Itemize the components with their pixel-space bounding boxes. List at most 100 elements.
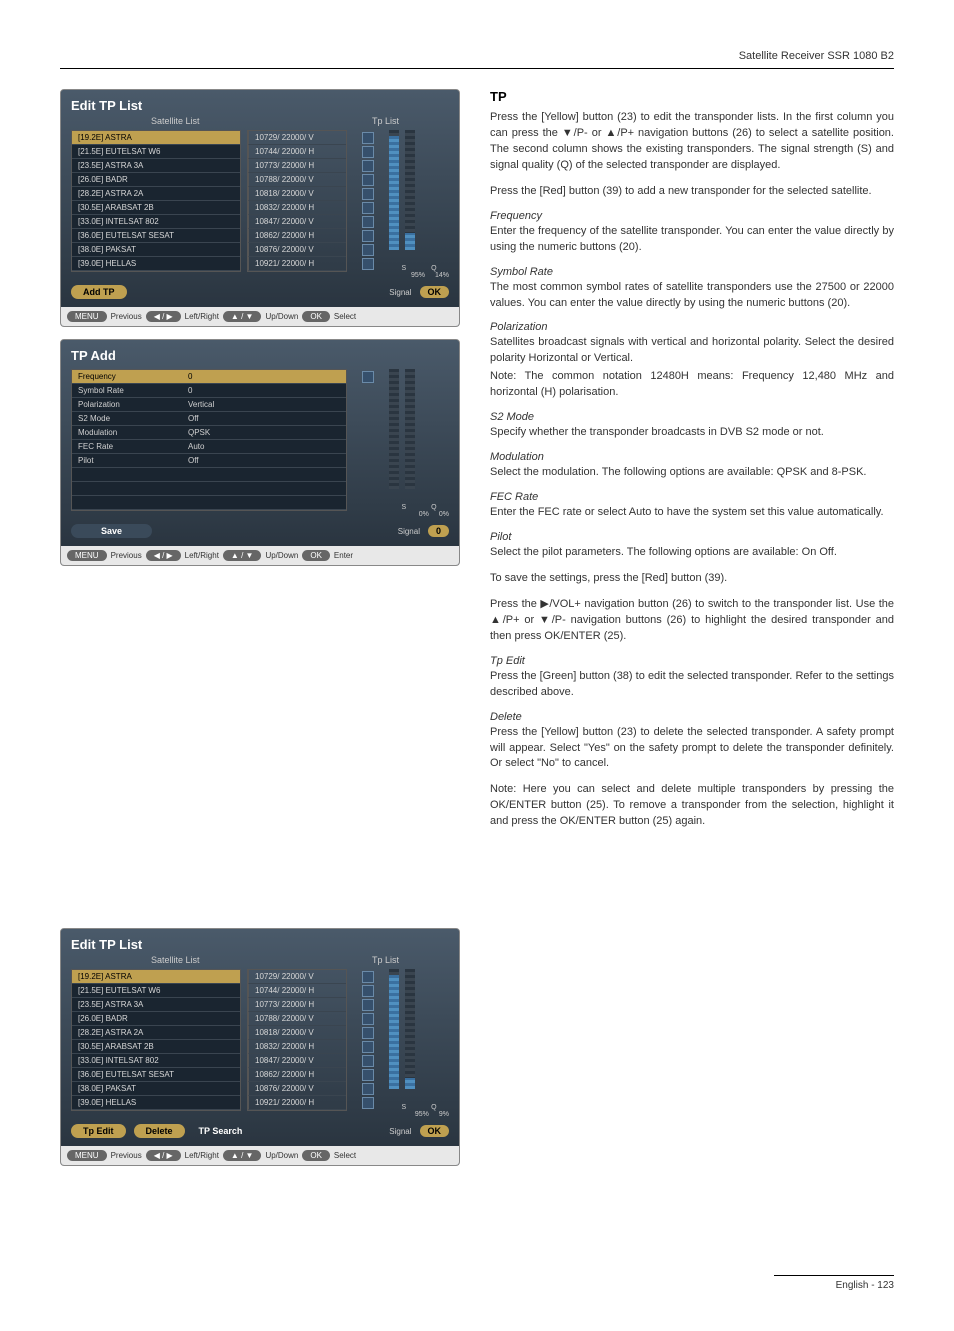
tp-item: 10818/ 22000/ V bbox=[248, 1026, 346, 1040]
satellite-item[interactable]: [26.0E] BADR bbox=[72, 173, 240, 187]
right-column: TP Press the [Yellow] button (23) to edi… bbox=[490, 89, 894, 1178]
check-icon bbox=[362, 188, 374, 200]
check-icon bbox=[362, 244, 374, 256]
tp-item: 10773/ 22000/ H bbox=[248, 998, 346, 1012]
tp-item: 10729/ 22000/ V bbox=[248, 970, 346, 984]
check-icon bbox=[362, 1097, 374, 1109]
check-icon bbox=[362, 1027, 374, 1039]
s2-heading: S2 Mode bbox=[490, 411, 894, 423]
tp-add-row[interactable]: ModulationQPSK bbox=[72, 426, 346, 440]
pol-p2: Note: The common notation 12480H means: … bbox=[490, 369, 894, 401]
tp-add-row[interactable]: FEC RateAuto bbox=[72, 440, 346, 454]
satellite-item[interactable]: [26.0E] BADR bbox=[72, 1012, 240, 1026]
satellite-item[interactable]: [30.5E] ARABSAT 2B bbox=[72, 201, 240, 215]
satellite-item[interactable]: [19.2E] ASTRA bbox=[72, 970, 240, 984]
check-icon bbox=[362, 146, 374, 158]
satellite-item[interactable]: [28.2E] ASTRA 2A bbox=[72, 187, 240, 201]
tp-item: 10921/ 22000/ H bbox=[248, 257, 346, 271]
tp-add-row[interactable]: PolarizationVertical bbox=[72, 398, 346, 412]
ss1-nav-ok[interactable]: OK bbox=[302, 311, 330, 322]
tp-item: 10744/ 22000/ H bbox=[248, 984, 346, 998]
check-icon bbox=[362, 160, 374, 172]
sym-heading: Symbol Rate bbox=[490, 266, 894, 278]
ss3-nav-menu[interactable]: MENU bbox=[67, 1150, 107, 1161]
tpedit-p: Press the [Green] button (38) to edit th… bbox=[490, 669, 894, 701]
tp-item: 10788/ 22000/ V bbox=[248, 173, 346, 187]
ss1-add-tp-button[interactable]: Add TP bbox=[71, 285, 127, 299]
page-header: Satellite Receiver SSR 1080 B2 bbox=[60, 50, 894, 69]
check-icon bbox=[362, 1083, 374, 1095]
ss1-ok-label: OK bbox=[420, 286, 450, 298]
ss1-title: Edit TP List bbox=[71, 98, 449, 113]
ss2-form: Frequency0Symbol Rate0PolarizationVertic… bbox=[71, 369, 347, 511]
tp-item: 10847/ 22000/ V bbox=[248, 1054, 346, 1068]
satellite-item[interactable]: [21.5E] EUTELSAT W6 bbox=[72, 984, 240, 998]
ss1-nav-menu[interactable]: MENU bbox=[67, 311, 107, 322]
nav-p: Press the ▶/VOL+ navigation button (26) … bbox=[490, 597, 894, 645]
mod-heading: Modulation bbox=[490, 451, 894, 463]
tp-item: 10729/ 22000/ V bbox=[248, 131, 346, 145]
check-icon bbox=[362, 230, 374, 242]
ud-icon: ▲ / ▼ bbox=[223, 311, 262, 322]
lr-icon: ◀ / ▶ bbox=[146, 1150, 181, 1161]
ss3-tpedit-button[interactable]: Tp Edit bbox=[71, 1124, 126, 1138]
lr-icon: ◀ / ▶ bbox=[146, 550, 181, 561]
tp-item: 10847/ 22000/ V bbox=[248, 215, 346, 229]
satellite-item[interactable]: [33.0E] INTELSAT 802 bbox=[72, 1054, 240, 1068]
pol-p1: Satellites broadcast signals with vertic… bbox=[490, 335, 894, 367]
ss1-nav: MENU Previous ◀ / ▶ Left/Right ▲ / ▼ Up/… bbox=[61, 307, 459, 326]
screenshot-edit-tp-2: Edit TP List Satellite List Tp List [19.… bbox=[60, 928, 460, 1166]
freq-p: Enter the frequency of the satellite tra… bbox=[490, 224, 894, 256]
tp-add-row[interactable]: Symbol Rate0 bbox=[72, 384, 346, 398]
tp-item: 10818/ 22000/ V bbox=[248, 187, 346, 201]
ss2-nav-menu[interactable]: MENU bbox=[67, 550, 107, 561]
tp-add-row[interactable]: Frequency0 bbox=[72, 370, 346, 384]
tp-item: 10788/ 22000/ V bbox=[248, 1012, 346, 1026]
check-icon bbox=[362, 1013, 374, 1025]
ss3-nav-ok[interactable]: OK bbox=[302, 1150, 330, 1161]
check-icon bbox=[362, 1055, 374, 1067]
del-p: Press the [Yellow] button (23) to delete… bbox=[490, 725, 894, 773]
tp-add-row[interactable]: PilotOff bbox=[72, 454, 346, 468]
page-footer: English - 123 bbox=[774, 1275, 894, 1291]
ud-icon: ▲ / ▼ bbox=[223, 1150, 262, 1161]
screenshot-edit-tp-1: Edit TP List Satellite List Tp List [19.… bbox=[60, 89, 460, 327]
ss1-col2-label: Tp List bbox=[372, 116, 399, 126]
satellite-item[interactable]: [19.2E] ASTRA bbox=[72, 131, 240, 145]
tp-item: 10876/ 22000/ V bbox=[248, 1082, 346, 1096]
satellite-item[interactable]: [21.5E] EUTELSAT W6 bbox=[72, 145, 240, 159]
ss2-nav-ok[interactable]: OK bbox=[302, 550, 330, 561]
tp-item: 10832/ 22000/ H bbox=[248, 201, 346, 215]
note-p: Note: Here you can select and delete mul… bbox=[490, 782, 894, 830]
satellite-item[interactable]: [28.2E] ASTRA 2A bbox=[72, 1026, 240, 1040]
check-icon bbox=[362, 971, 374, 983]
ss1-col1-label: Satellite List bbox=[151, 116, 200, 126]
left-column: Edit TP List Satellite List Tp List [19.… bbox=[60, 89, 460, 1178]
lr-icon: ◀ / ▶ bbox=[146, 311, 181, 322]
ss1-s-val: 95% bbox=[411, 272, 425, 279]
satellite-item[interactable]: [38.0E] PAKSAT bbox=[72, 1082, 240, 1096]
satellite-item[interactable]: [38.0E] PAKSAT bbox=[72, 243, 240, 257]
satellite-item[interactable]: [33.0E] INTELSAT 802 bbox=[72, 215, 240, 229]
mod-p: Select the modulation. The following opt… bbox=[490, 465, 894, 481]
satellite-item[interactable]: [39.0E] HELLAS bbox=[72, 257, 240, 271]
sym-p: The most common symbol rates of satellit… bbox=[490, 280, 894, 312]
ss3-tpsearch-button[interactable]: TP Search bbox=[199, 1126, 243, 1136]
ud-icon: ▲ / ▼ bbox=[223, 550, 262, 561]
check-icon bbox=[362, 985, 374, 997]
satellite-item[interactable]: [23.5E] ASTRA 3A bbox=[72, 998, 240, 1012]
ss1-satellite-list: [19.2E] ASTRA[21.5E] EUTELSAT W6[23.5E] … bbox=[71, 130, 241, 272]
tp-heading: TP bbox=[490, 89, 894, 104]
tp-item: 10876/ 22000/ V bbox=[248, 243, 346, 257]
ss1-signal-label: Signal bbox=[389, 288, 411, 297]
ss3-delete-button[interactable]: Delete bbox=[134, 1124, 185, 1138]
pilot-heading: Pilot bbox=[490, 531, 894, 543]
satellite-item[interactable]: [23.5E] ASTRA 3A bbox=[72, 159, 240, 173]
tp-item: 10832/ 22000/ H bbox=[248, 1040, 346, 1054]
ss2-save-button[interactable]: Save bbox=[71, 524, 152, 538]
tp-add-row[interactable]: S2 ModeOff bbox=[72, 412, 346, 426]
satellite-item[interactable]: [30.5E] ARABSAT 2B bbox=[72, 1040, 240, 1054]
satellite-item[interactable]: [39.0E] HELLAS bbox=[72, 1096, 240, 1110]
satellite-item[interactable]: [36.0E] EUTELSAT SESAT bbox=[72, 1068, 240, 1082]
satellite-item[interactable]: [36.0E] EUTELSAT SESAT bbox=[72, 229, 240, 243]
